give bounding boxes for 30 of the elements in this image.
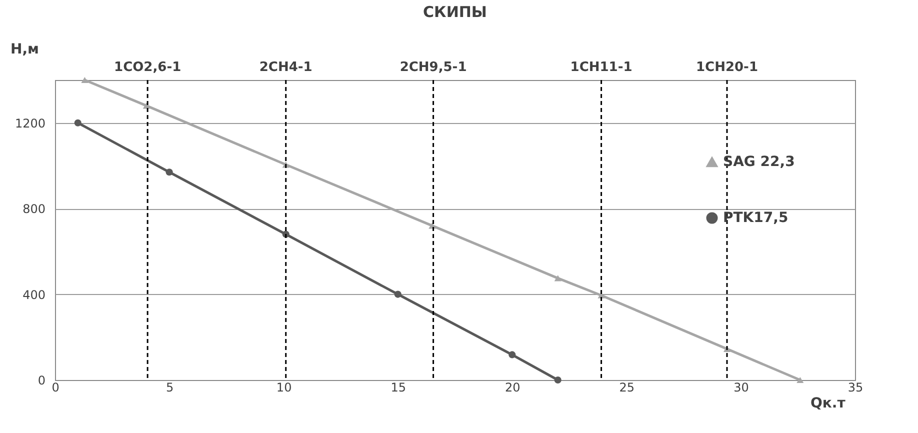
y-tick-label: 800: [22, 202, 46, 216]
ref-line-label: 2CH4-1: [259, 60, 312, 75]
y-axis-title: Н,м: [10, 42, 39, 58]
x-tick-label: 5: [166, 380, 174, 394]
x-tick-label: 15: [390, 380, 406, 394]
x-tick-label: 25: [619, 380, 635, 394]
x-tick-label: 30: [734, 380, 749, 394]
x-tick-label: 35: [848, 380, 864, 394]
x-tick-label: 20: [505, 380, 520, 394]
y-tick-label: 400: [22, 288, 46, 302]
point: [142, 102, 150, 109]
y-tick-label: 1200: [14, 116, 46, 130]
ref-line-label: 1CH11-1: [570, 60, 632, 75]
ref-line-label: 2CH9,5-1: [400, 60, 467, 75]
point: [796, 376, 804, 384]
point: [74, 119, 82, 126]
ref-line-label: 1CO2,6-1: [114, 60, 182, 75]
x-tick-label: 10: [276, 380, 292, 394]
chart-title: СКИПЫ: [423, 3, 487, 21]
point: [554, 275, 562, 282]
point: [81, 76, 88, 84]
point: [394, 290, 402, 298]
point: [166, 168, 173, 176]
point: [554, 376, 562, 384]
ref-line-label: 1CH20-1: [696, 60, 758, 75]
legend-label: PTK17,5: [723, 210, 788, 226]
legend-label: SAG 22,3: [723, 154, 795, 170]
x-tick-label: 0: [52, 380, 60, 394]
point: [508, 351, 516, 358]
x-axis-title: Qк.т: [810, 396, 846, 412]
